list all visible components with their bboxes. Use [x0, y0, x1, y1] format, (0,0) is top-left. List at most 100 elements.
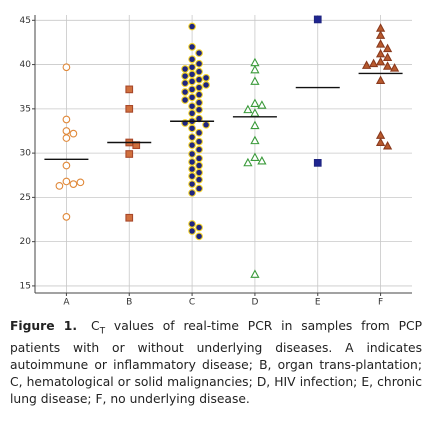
point: [181, 72, 189, 80]
point: [188, 180, 196, 188]
point: [195, 154, 203, 163]
point: [195, 90, 203, 99]
point: [375, 48, 386, 58]
point: [125, 85, 134, 94]
point: [188, 22, 196, 31]
point: [195, 137, 203, 146]
point: [69, 129, 78, 138]
point: [188, 133, 196, 142]
point: [195, 168, 203, 177]
point: [195, 175, 203, 184]
point: [250, 269, 260, 278]
point: [250, 98, 260, 107]
caption-label: Figure 1.: [10, 319, 78, 333]
point: [188, 141, 196, 149]
point: [195, 59, 203, 68]
point: [195, 67, 203, 76]
point: [181, 96, 189, 104]
point: [188, 220, 196, 228]
point: [62, 63, 71, 72]
point: [195, 128, 203, 137]
point: [313, 15, 322, 24]
point: [188, 93, 196, 102]
point: [243, 157, 253, 167]
point: [375, 75, 386, 84]
point: [202, 74, 210, 82]
point: [188, 102, 196, 111]
point: [202, 120, 210, 129]
point: [389, 63, 400, 72]
point: [382, 52, 393, 61]
point: [382, 61, 393, 70]
point: [195, 161, 203, 170]
point: [375, 130, 386, 139]
point: [250, 120, 260, 130]
x-tick-label: B: [126, 298, 132, 308]
point: [195, 98, 203, 107]
x-tick-label: A: [63, 298, 70, 308]
point: [125, 213, 134, 222]
point: [250, 57, 260, 67]
point: [250, 76, 260, 85]
point: [195, 49, 203, 57]
point: [313, 159, 322, 167]
point: [195, 75, 203, 84]
point: [62, 177, 71, 186]
point: [188, 70, 196, 79]
point: [188, 77, 196, 86]
point: [202, 81, 210, 89]
point: [375, 137, 386, 146]
point: [69, 180, 78, 188]
point: [188, 43, 196, 51]
point: [368, 58, 379, 68]
point: [250, 108, 260, 117]
point: [188, 109, 196, 118]
point: [62, 127, 71, 135]
point: [382, 43, 393, 53]
point: [188, 165, 196, 173]
point: [181, 88, 189, 96]
y-tick-label: 20: [20, 237, 32, 247]
point: [250, 64, 260, 74]
point: [250, 135, 260, 145]
point: [375, 56, 386, 66]
point: [195, 83, 203, 92]
point: [257, 100, 267, 109]
x-tick-label: E: [315, 298, 321, 308]
point: [375, 39, 386, 48]
point: [181, 65, 189, 73]
y-tick-label: 45: [20, 16, 31, 26]
point: [188, 55, 196, 64]
point: [195, 223, 203, 232]
point: [188, 124, 196, 133]
point: [195, 105, 203, 114]
point: [62, 161, 71, 170]
point: [375, 23, 386, 32]
point: [195, 184, 203, 193]
y-tick-label: 40: [20, 60, 32, 70]
caption: Figure 1. CT values of real-time PCR in s…: [10, 318, 422, 408]
point: [375, 30, 386, 39]
point: [125, 150, 134, 158]
point: [361, 60, 372, 69]
point: [62, 134, 71, 142]
point: [195, 232, 203, 241]
caption-symbol: C: [91, 319, 100, 333]
x-tick-label: C: [189, 298, 195, 308]
point: [188, 150, 196, 158]
point: [195, 145, 203, 154]
point: [181, 79, 189, 88]
point: [62, 115, 71, 124]
point: [188, 85, 196, 94]
x-tick-label: D: [251, 298, 258, 308]
chart: 15 20 25 30 35 40 45 A B C D E F: [20, 15, 412, 308]
point: [257, 156, 267, 165]
point: [243, 104, 253, 114]
y-tick-label: 30: [20, 149, 32, 159]
point: [55, 182, 64, 190]
point: [188, 158, 196, 166]
y-tick-label: 15: [20, 281, 31, 291]
point: [76, 178, 85, 187]
point: [62, 213, 71, 221]
